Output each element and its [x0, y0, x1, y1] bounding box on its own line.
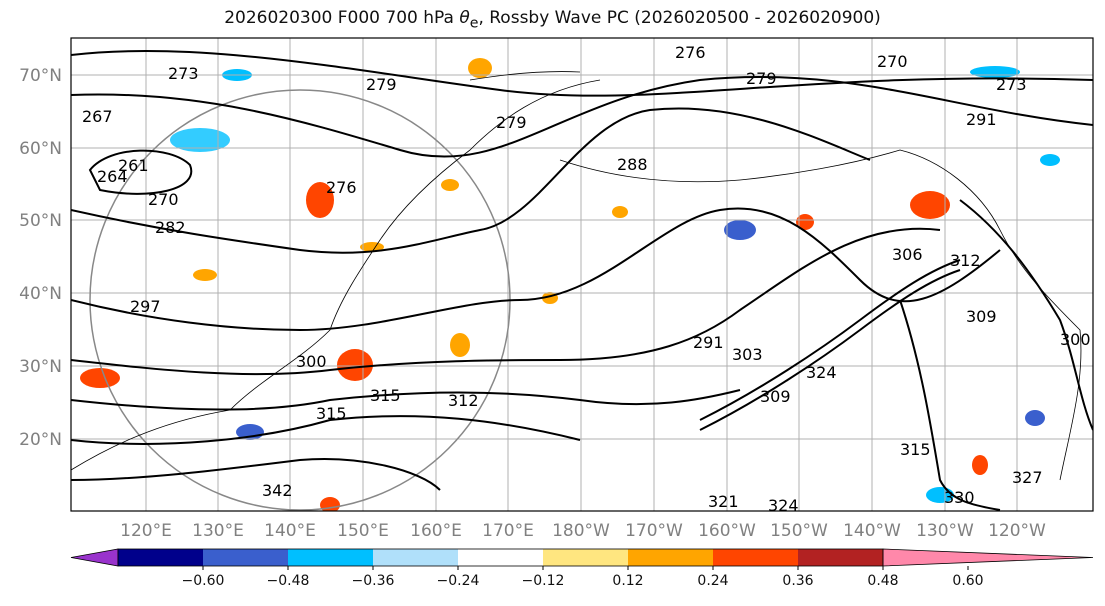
title-subscript: e: [469, 15, 479, 32]
colorbar-extension-high: [882, 548, 1094, 567]
lon-label: 140°E: [264, 521, 316, 541]
colorbar-tick-label: −0.12: [522, 573, 565, 589]
contour-label: 270: [877, 52, 908, 71]
contour-label: 312: [448, 391, 479, 410]
contour-label: 270: [148, 190, 179, 209]
contour-label: 264: [97, 167, 128, 186]
lon-label: 170°E: [482, 521, 534, 541]
lat-label: 50°N: [19, 211, 62, 231]
contour-label: 309: [966, 307, 997, 326]
contour-label: 288: [617, 155, 648, 174]
contour-label: 306: [892, 245, 923, 264]
colorbar-segment: [628, 549, 713, 566]
contour-label: 303: [732, 345, 763, 364]
contour-label: 261: [118, 156, 149, 175]
contour-label: 327: [1012, 468, 1043, 487]
contour-label: 300: [1060, 330, 1091, 349]
contour-label: 273: [996, 75, 1027, 94]
lon-label: 140°W: [843, 521, 901, 541]
lon-label: 150°W: [770, 521, 828, 541]
contour-label: 297: [130, 297, 161, 316]
contour-label: 342: [262, 481, 293, 500]
colorbar-segment: [203, 549, 288, 566]
contour-label: 282: [155, 218, 186, 237]
colorbar-segment: [288, 549, 373, 566]
lon-label: 130°W: [916, 521, 974, 541]
contour-label: 315: [900, 440, 931, 459]
contour-label: 267: [82, 107, 113, 126]
contour-label: 279: [366, 75, 397, 94]
colorbar-segment: [118, 549, 203, 566]
title-prefix: 2026020300 F000 700 hPa: [224, 8, 460, 28]
colorbar-tick-label: 0.24: [697, 573, 728, 589]
colorbar-segment: [543, 549, 628, 566]
contour-label: 315: [316, 404, 347, 423]
colorbar-tick-label: −0.60: [182, 573, 225, 589]
contour-label: 291: [693, 333, 724, 352]
map-title: 2026020300 F000 700 hPa θe, Rossby Wave …: [0, 8, 1105, 31]
lon-label: 120°E: [120, 521, 172, 541]
contour-label: 279: [746, 69, 777, 88]
lon-label: 150°E: [337, 521, 389, 541]
lat-label: 30°N: [19, 357, 62, 377]
lat-label: 20°N: [19, 430, 62, 450]
contour-label: 291: [966, 110, 997, 129]
longitude-labels: 120°E 130°E 140°E 150°E 160°E 170°E 180°…: [120, 521, 1046, 541]
lon-label: 180°W: [552, 521, 610, 541]
colorbar-tick-label: −0.48: [267, 573, 310, 589]
contour-label-group: 273 267 261 264 270 282 279 279 276 288 …: [82, 43, 1091, 515]
lon-label: 170°W: [625, 521, 683, 541]
colorbar-frame: [117, 548, 884, 567]
contour-label: 330: [944, 488, 975, 507]
colorbar-segment: [713, 549, 798, 566]
contour-label: 312: [950, 251, 981, 270]
contour-label: 324: [806, 363, 837, 382]
colorbar-tick-label: −0.36: [352, 573, 395, 589]
title-suffix: , Rossby Wave PC (2026020500 - 202602090…: [478, 8, 881, 28]
theta-e-contours: [71, 49, 1093, 511]
colorbar-tick-label: −0.24: [437, 573, 480, 589]
lat-label: 60°N: [19, 139, 62, 159]
contour-label: 324: [768, 496, 799, 515]
contour-label: 309: [760, 387, 791, 406]
colorbar-segment: [798, 549, 883, 566]
colorbar-tick-label: 0.36: [782, 573, 813, 589]
plot-border: [70, 37, 1094, 512]
colorbar-tick-label: 0.12: [612, 573, 643, 589]
lon-label: 160°W: [698, 521, 756, 541]
colorbar-segment: [458, 549, 543, 566]
contour-label: 273: [168, 64, 199, 83]
contour-label: 315: [370, 386, 401, 405]
colorbar-tick-label: 0.60: [952, 573, 983, 589]
coastlines: [71, 71, 1082, 481]
lon-label: 160°E: [410, 521, 462, 541]
lat-label: 70°N: [19, 66, 62, 86]
contour-label: 279: [496, 113, 527, 132]
anomaly-shading: [80, 58, 1060, 511]
contour-label: 276: [675, 43, 706, 62]
contour-label: 321: [708, 492, 739, 511]
colorbar-tick-label: 0.48: [867, 573, 898, 589]
lon-label: 120°W: [988, 521, 1046, 541]
latitude-labels: 70°N 60°N 50°N 40°N 30°N 20°N: [19, 66, 62, 450]
colorbar: −0.60 −0.48 −0.36 −0.24 −0.12 0.12 0.24 0.36 0.4…: [70, 548, 1094, 589]
colorbar-segment: [373, 549, 458, 566]
title-theta-symbol: θ: [459, 8, 470, 28]
lon-label: 130°E: [192, 521, 244, 541]
colorbar-extension-low: [70, 548, 119, 567]
lat-label: 40°N: [19, 284, 62, 304]
contour-label: 300: [296, 352, 327, 371]
contour-label: 276: [326, 178, 357, 197]
